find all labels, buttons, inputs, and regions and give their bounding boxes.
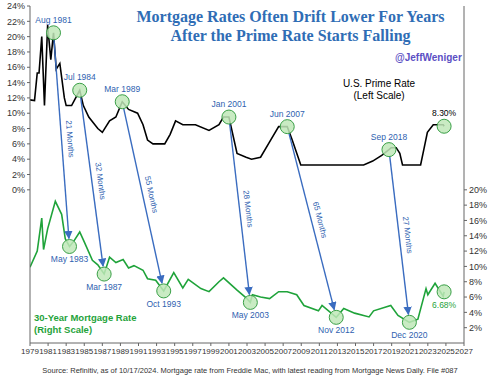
svg-text:Sep 2018: Sep 2018	[371, 132, 408, 142]
svg-text:1989: 1989	[112, 347, 130, 356]
svg-text:10%: 10%	[8, 108, 25, 118]
svg-text:27 Months: 27 Months	[401, 216, 414, 254]
svg-text:2003: 2003	[238, 347, 256, 356]
svg-text:8%: 8%	[469, 277, 482, 287]
svg-text:Dec 2020: Dec 2020	[391, 330, 428, 340]
svg-text:1987: 1987	[93, 347, 111, 356]
svg-text:6.68%: 6.68%	[432, 300, 457, 310]
svg-text:2%: 2%	[12, 170, 25, 180]
svg-text:16%: 16%	[8, 62, 25, 72]
svg-text:2013: 2013	[329, 347, 347, 356]
svg-text:10%: 10%	[469, 262, 487, 272]
svg-text:1979: 1979	[21, 347, 39, 356]
svg-text:Oct 1993: Oct 1993	[146, 299, 181, 309]
html-text:30-Year Mortgage Rate (Right S: 30-Year Mortgage Rate (Right Scale)	[34, 312, 137, 335]
svg-text:6%: 6%	[12, 139, 25, 149]
svg-text:8%: 8%	[12, 124, 25, 134]
svg-text:2027: 2027	[455, 347, 473, 356]
svg-text:28 Months: 28 Months	[241, 190, 254, 228]
svg-text:Jan 2001: Jan 2001	[211, 99, 246, 109]
svg-text:65 Months: 65 Months	[311, 201, 329, 239]
svg-text:2%: 2%	[469, 323, 482, 333]
svg-text:2005: 2005	[256, 347, 274, 356]
svg-text:Mar 1987: Mar 1987	[86, 282, 122, 292]
svg-text:2011: 2011	[311, 347, 329, 356]
svg-text:14%: 14%	[469, 231, 487, 241]
svg-text:22%: 22%	[8, 17, 25, 27]
svg-text:18%: 18%	[8, 47, 25, 57]
svg-text:24%: 24%	[8, 1, 25, 11]
svg-text:Mar 1989: Mar 1989	[104, 84, 140, 94]
html-text:Source: Refinitiv, as of 10/17: Source: Refinitiv, as of 10/17/2024. Mor…	[42, 366, 458, 375]
svg-text:0%: 0%	[12, 185, 25, 195]
svg-text:2009: 2009	[292, 347, 310, 356]
svg-text:1995: 1995	[166, 347, 184, 356]
svg-text:14%: 14%	[8, 78, 25, 88]
svg-text:8.30%: 8.30%	[432, 108, 457, 118]
svg-text:20%: 20%	[8, 32, 25, 42]
svg-text:2025: 2025	[437, 347, 455, 356]
svg-text:12%: 12%	[8, 93, 25, 103]
svg-text:1981: 1981	[39, 347, 57, 356]
svg-text:2015: 2015	[347, 347, 365, 356]
svg-text:1999: 1999	[202, 347, 220, 356]
svg-text:2001: 2001	[220, 347, 238, 356]
svg-text:2019: 2019	[383, 347, 401, 356]
svg-text:1985: 1985	[75, 347, 93, 356]
html-text:U.S. Prime Rate (Left Scale): U.S. Prime Rate (Left Scale)	[342, 78, 416, 101]
svg-text:2017: 2017	[365, 347, 383, 356]
svg-text:4%: 4%	[12, 154, 25, 164]
svg-text:20%: 20%	[469, 185, 487, 195]
svg-text:2021: 2021	[401, 347, 419, 356]
svg-text:Aug 1981: Aug 1981	[35, 15, 72, 25]
html-text:Mortgage Rates Often Drift Low: Mortgage Rates Often Drift Lower For Yea…	[136, 8, 445, 44]
svg-text:Jul 1984: Jul 1984	[64, 72, 96, 82]
svg-text:1997: 1997	[184, 347, 202, 356]
svg-text:Nov 2012: Nov 2012	[318, 325, 355, 335]
svg-text:1993: 1993	[148, 347, 166, 356]
svg-text:1991: 1991	[130, 347, 148, 356]
svg-text:18%: 18%	[469, 200, 487, 210]
svg-text:Jun 2007: Jun 2007	[270, 109, 305, 119]
svg-text:12%: 12%	[469, 246, 487, 256]
svg-text:16%: 16%	[469, 216, 487, 226]
svg-text:32 Months: 32 Months	[93, 162, 107, 200]
html-text:@JeffWeniger: @JeffWeniger	[395, 52, 462, 63]
svg-text:2007: 2007	[274, 347, 292, 356]
svg-text:6%: 6%	[469, 292, 482, 302]
svg-text:1983: 1983	[57, 347, 75, 356]
svg-text:21 Months: 21 Months	[64, 120, 76, 158]
svg-text:4%: 4%	[469, 308, 482, 318]
svg-text:2023: 2023	[419, 347, 437, 356]
svg-text:May 1983: May 1983	[51, 254, 89, 264]
svg-text:55 Months: 55 Months	[143, 175, 160, 213]
svg-text:May 2003: May 2003	[232, 310, 270, 320]
